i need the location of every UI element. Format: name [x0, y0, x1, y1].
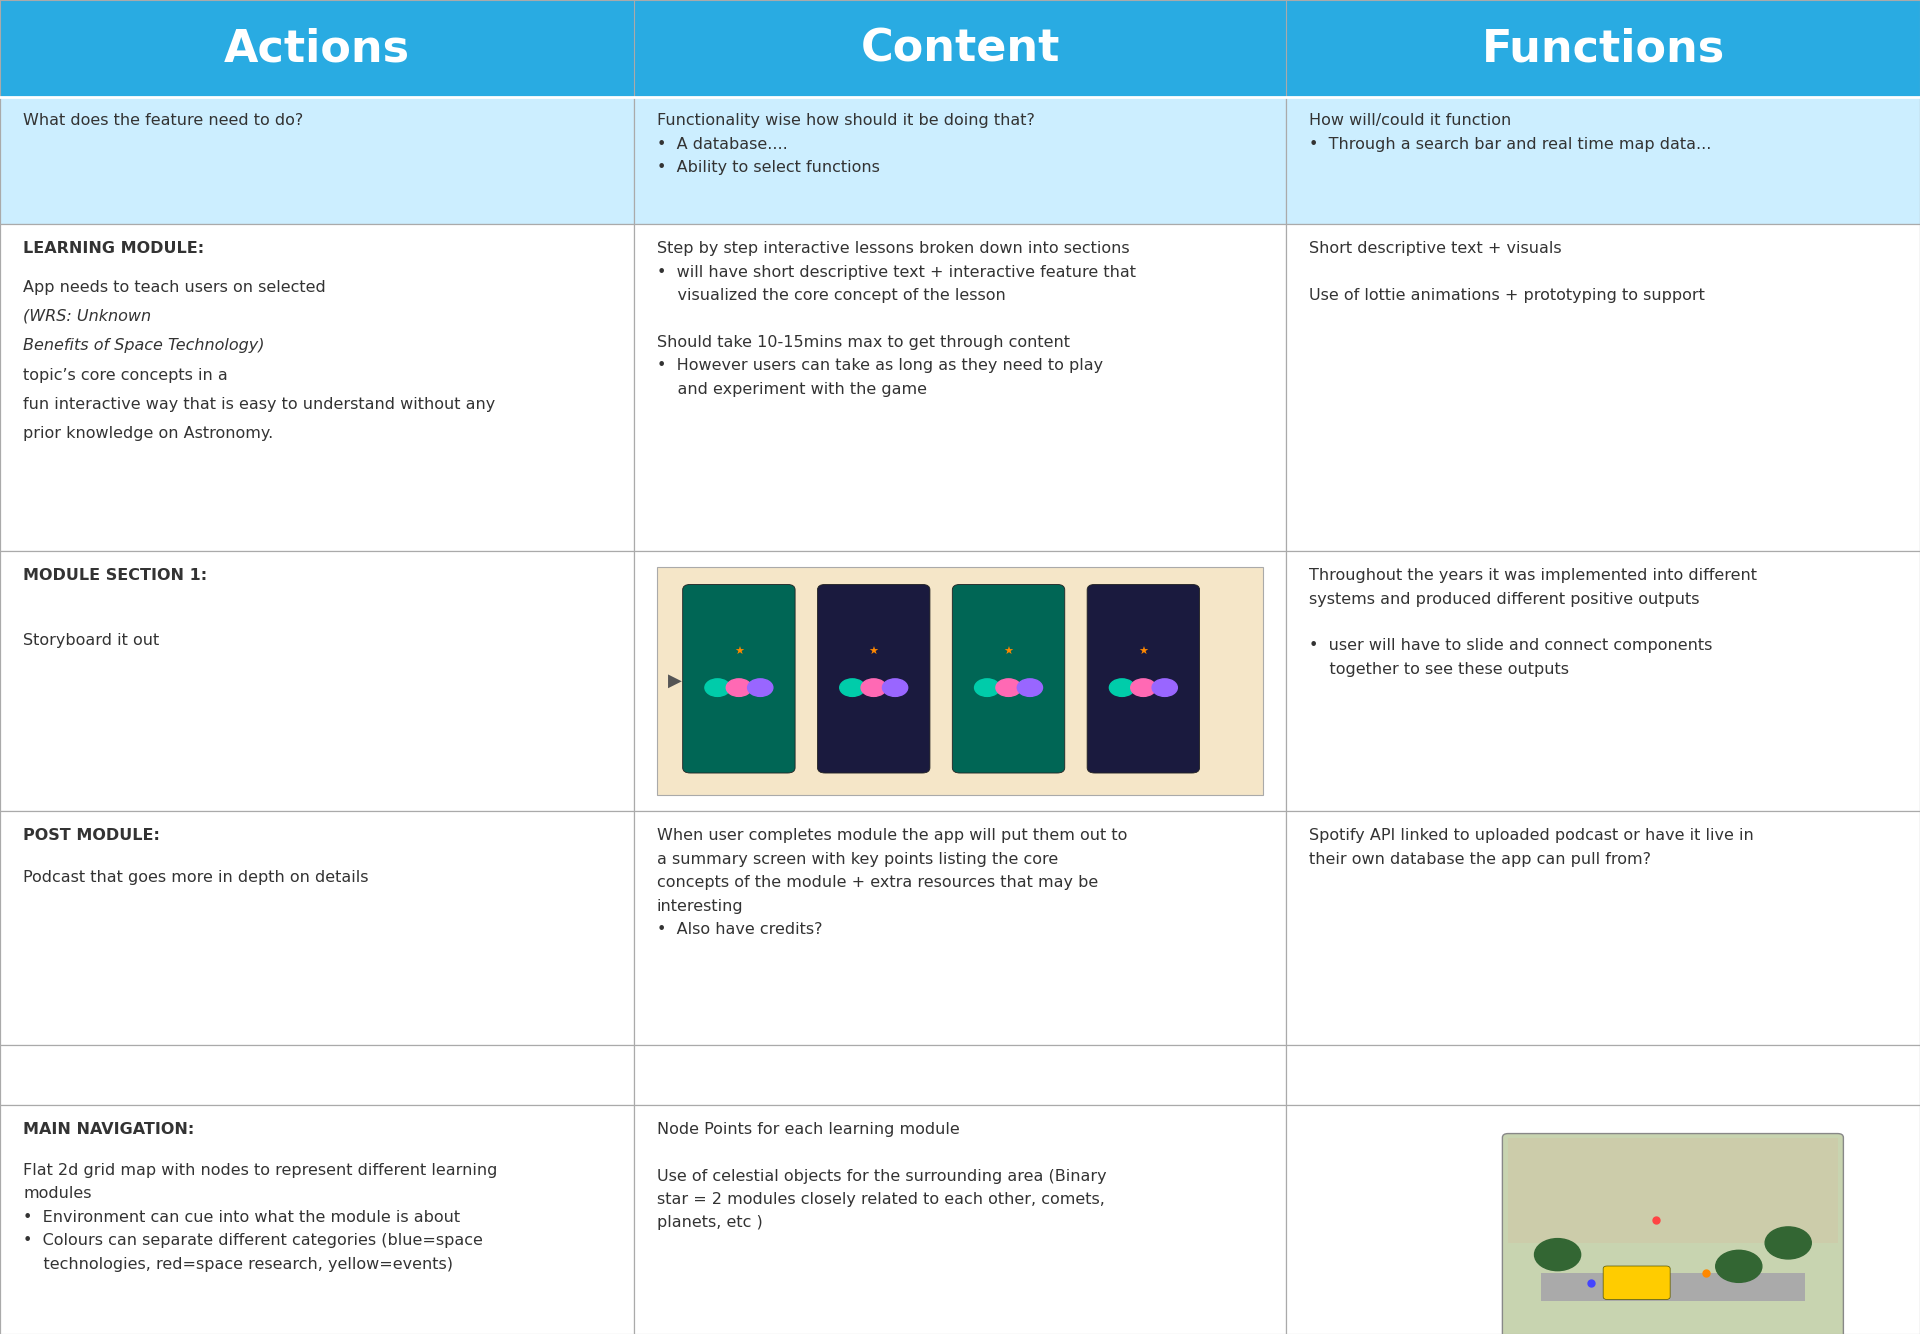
- Text: Actions: Actions: [225, 27, 409, 71]
- FancyBboxPatch shape: [1286, 97, 1920, 224]
- FancyBboxPatch shape: [634, 1045, 1286, 1105]
- Text: Node Points for each learning module

Use of celestial objects for the surroundi: Node Points for each learning module Use…: [657, 1122, 1106, 1230]
- FancyBboxPatch shape: [634, 1105, 1286, 1334]
- FancyBboxPatch shape: [1509, 1138, 1837, 1243]
- FancyBboxPatch shape: [634, 224, 1286, 551]
- FancyBboxPatch shape: [1503, 1134, 1843, 1334]
- Circle shape: [747, 679, 774, 696]
- FancyBboxPatch shape: [0, 811, 634, 1045]
- Text: topic’s core concepts in a: topic’s core concepts in a: [23, 368, 228, 383]
- Text: Benefits of Space Technology): Benefits of Space Technology): [23, 339, 265, 354]
- FancyBboxPatch shape: [0, 224, 634, 551]
- Text: POST MODULE:: POST MODULE:: [23, 828, 159, 843]
- FancyBboxPatch shape: [1286, 1105, 1920, 1334]
- Text: Podcast that goes more in depth on details: Podcast that goes more in depth on detai…: [23, 870, 369, 884]
- Text: prior knowledge on Astronomy.: prior knowledge on Astronomy.: [23, 427, 273, 442]
- Text: Step by step interactive lessons broken down into sections
•  will have short de: Step by step interactive lessons broken …: [657, 241, 1135, 396]
- FancyBboxPatch shape: [0, 97, 634, 224]
- Text: Short descriptive text + visuals

Use of lottie animations + prototyping to supp: Short descriptive text + visuals Use of …: [1309, 241, 1705, 303]
- Circle shape: [883, 679, 908, 696]
- Text: ★: ★: [1004, 647, 1014, 658]
- FancyBboxPatch shape: [1286, 224, 1920, 551]
- Circle shape: [1131, 679, 1156, 696]
- Text: ▶: ▶: [668, 672, 682, 690]
- Text: App needs to teach users on selected: App needs to teach users on selected: [23, 280, 330, 295]
- Text: Flat 2d grid map with nodes to represent different learning
modules
•  Environme: Flat 2d grid map with nodes to represent…: [23, 1163, 497, 1271]
- Text: ★: ★: [733, 647, 743, 658]
- FancyBboxPatch shape: [0, 551, 634, 811]
- Text: When user completes module the app will put them out to
a summary screen with ke: When user completes module the app will …: [657, 828, 1127, 936]
- Text: MODULE SECTION 1:: MODULE SECTION 1:: [23, 568, 207, 583]
- Circle shape: [1534, 1238, 1580, 1271]
- FancyBboxPatch shape: [818, 584, 929, 772]
- FancyBboxPatch shape: [1286, 0, 1920, 97]
- Text: Content: Content: [860, 27, 1060, 71]
- Text: What does the feature need to do?: What does the feature need to do?: [23, 113, 303, 128]
- Text: ★: ★: [1139, 647, 1148, 658]
- Circle shape: [839, 679, 866, 696]
- FancyBboxPatch shape: [634, 0, 1286, 97]
- Circle shape: [1110, 679, 1135, 696]
- Text: Storyboard it out: Storyboard it out: [23, 632, 159, 648]
- FancyBboxPatch shape: [1603, 1266, 1670, 1299]
- FancyBboxPatch shape: [684, 584, 795, 772]
- Text: Functions: Functions: [1482, 27, 1724, 71]
- Text: fun interactive way that is easy to understand without any: fun interactive way that is easy to unde…: [23, 398, 495, 412]
- Circle shape: [996, 679, 1021, 696]
- Circle shape: [1764, 1227, 1811, 1259]
- FancyBboxPatch shape: [657, 567, 1263, 795]
- FancyBboxPatch shape: [634, 97, 1286, 224]
- FancyBboxPatch shape: [0, 1045, 634, 1105]
- Text: How will/could it function
•  Through a search bar and real time map data...: How will/could it function • Through a s…: [1309, 113, 1713, 152]
- FancyBboxPatch shape: [1087, 584, 1200, 772]
- Text: Functionality wise how should it be doing that?
•  A database....
•  Ability to : Functionality wise how should it be doin…: [657, 113, 1035, 175]
- Circle shape: [1018, 679, 1043, 696]
- Circle shape: [1152, 679, 1177, 696]
- Circle shape: [726, 679, 751, 696]
- Text: (WRS: Unknown: (WRS: Unknown: [23, 309, 152, 324]
- FancyBboxPatch shape: [1286, 1045, 1920, 1105]
- FancyBboxPatch shape: [634, 811, 1286, 1045]
- FancyBboxPatch shape: [0, 1105, 634, 1334]
- Circle shape: [1716, 1250, 1763, 1282]
- FancyBboxPatch shape: [634, 551, 1286, 811]
- FancyBboxPatch shape: [952, 584, 1066, 772]
- Circle shape: [705, 679, 730, 696]
- FancyBboxPatch shape: [0, 0, 634, 97]
- Circle shape: [860, 679, 887, 696]
- Text: Spotify API linked to uploaded podcast or have it live in
their own database the: Spotify API linked to uploaded podcast o…: [1309, 828, 1755, 867]
- FancyBboxPatch shape: [1542, 1274, 1805, 1302]
- Text: LEARNING MODULE:: LEARNING MODULE:: [23, 241, 204, 256]
- Text: ★: ★: [868, 647, 879, 658]
- Circle shape: [975, 679, 1000, 696]
- Text: MAIN NAVIGATION:: MAIN NAVIGATION:: [23, 1122, 194, 1137]
- Text: Throughout the years it was implemented into different
systems and produced diff: Throughout the years it was implemented …: [1309, 568, 1757, 676]
- FancyBboxPatch shape: [1286, 551, 1920, 811]
- FancyBboxPatch shape: [1286, 811, 1920, 1045]
